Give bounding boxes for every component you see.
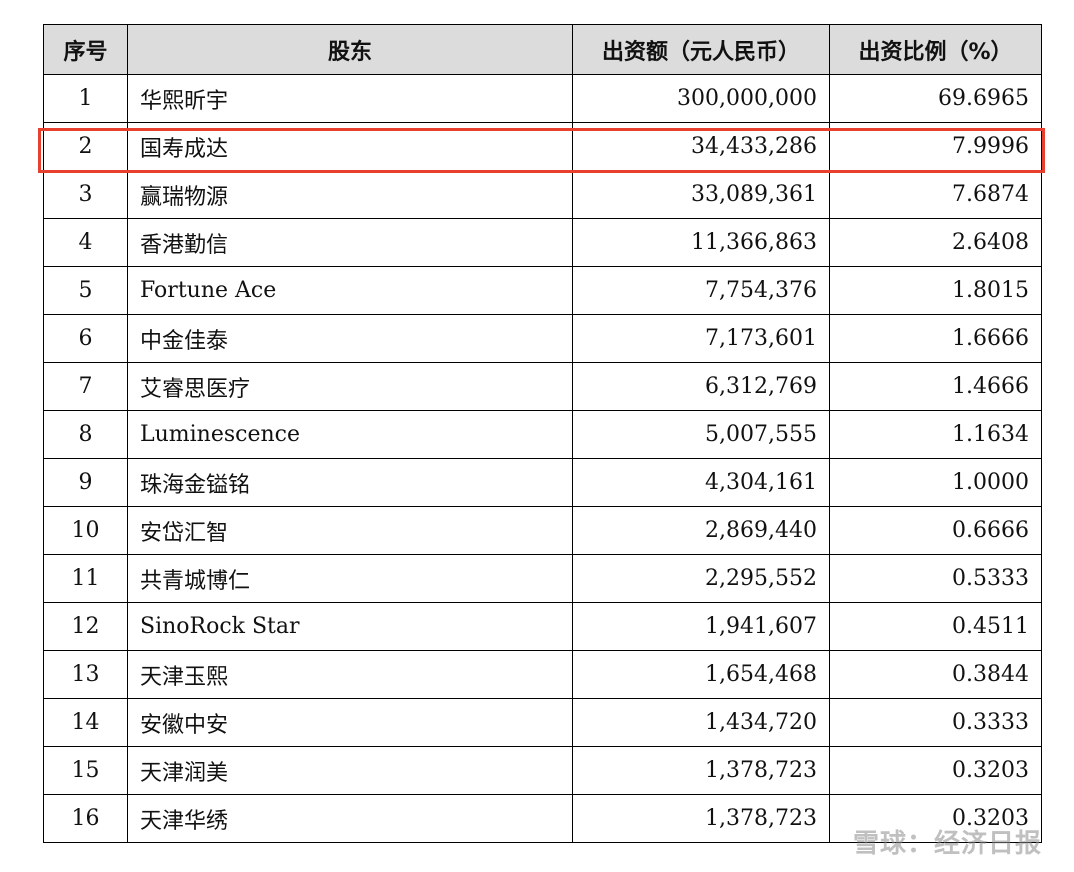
header-capital: 出资额（元人民币） — [572, 24, 830, 75]
table-row: 5 Fortune Ace 7,754,376 1.8015 — [43, 266, 1042, 315]
row-capital: 300,000,000 — [572, 74, 830, 123]
row-index: 5 — [43, 266, 128, 315]
row-index: 4 — [43, 218, 128, 267]
row-shareholder: 共青城博仁 — [127, 554, 573, 603]
header-ratio: 出资比例（%） — [829, 24, 1042, 75]
row-shareholder: Fortune Ace — [127, 266, 573, 315]
row-ratio: 1.0000 — [829, 458, 1042, 507]
row-shareholder: 天津华绣 — [127, 794, 573, 843]
row-capital: 11,366,863 — [572, 218, 830, 267]
row-ratio: 0.3333 — [829, 698, 1042, 747]
row-capital: 5,007,555 — [572, 410, 830, 459]
row-shareholder: Luminescence — [127, 410, 573, 459]
row-index: 11 — [43, 554, 128, 603]
table-row: 12 SinoRock Star 1,941,607 0.4511 — [43, 602, 1042, 651]
row-index: 13 — [43, 650, 128, 699]
row-ratio: 1.1634 — [829, 410, 1042, 459]
row-capital: 7,173,601 — [572, 314, 830, 363]
row-capital: 34,433,286 — [572, 122, 830, 171]
row-ratio: 2.6408 — [829, 218, 1042, 267]
row-shareholder: 赢瑞物源 — [127, 170, 573, 219]
table-row: 6 中金佳泰 7,173,601 1.6666 — [43, 314, 1042, 363]
header-shareholder: 股东 — [127, 24, 573, 75]
table-row: 1 华熙昕宇 300,000,000 69.6965 — [43, 74, 1042, 123]
row-shareholder: SinoRock Star — [127, 602, 573, 651]
row-capital: 1,434,720 — [572, 698, 830, 747]
row-ratio: 1.6666 — [829, 314, 1042, 363]
row-shareholder: 国寿成达 — [127, 122, 573, 171]
row-capital: 7,754,376 — [572, 266, 830, 315]
row-capital: 1,378,723 — [572, 794, 830, 843]
table-row: 4 香港勤信 11,366,863 2.6408 — [43, 218, 1042, 267]
table-row: 7 艾睿思医疗 6,312,769 1.4666 — [43, 362, 1042, 411]
row-ratio: 69.6965 — [829, 74, 1042, 123]
row-ratio: 7.9996 — [829, 122, 1042, 171]
row-index: 3 — [43, 170, 128, 219]
row-ratio: 0.3203 — [829, 746, 1042, 795]
row-capital: 1,941,607 — [572, 602, 830, 651]
row-shareholder: 华熙昕宇 — [127, 74, 573, 123]
table-row: 2 国寿成达 34,433,286 7.9996 — [43, 122, 1042, 171]
row-capital: 33,089,361 — [572, 170, 830, 219]
row-index: 9 — [43, 458, 128, 507]
row-shareholder: 安岱汇智 — [127, 506, 573, 555]
row-ratio: 7.6874 — [829, 170, 1042, 219]
row-index: 15 — [43, 746, 128, 795]
row-capital: 2,869,440 — [572, 506, 830, 555]
table-row: 9 珠海金镒铭 4,304,161 1.0000 — [43, 458, 1042, 507]
row-capital: 4,304,161 — [572, 458, 830, 507]
row-capital: 2,295,552 — [572, 554, 830, 603]
row-index: 12 — [43, 602, 128, 651]
row-shareholder: 天津润美 — [127, 746, 573, 795]
row-shareholder: 香港勤信 — [127, 218, 573, 267]
row-ratio: 0.3844 — [829, 650, 1042, 699]
row-capital: 6,312,769 — [572, 362, 830, 411]
row-index: 6 — [43, 314, 128, 363]
table-header-row: 序号 股东 出资额（元人民币） 出资比例（%） — [43, 24, 1042, 75]
row-ratio: 1.4666 — [829, 362, 1042, 411]
row-index: 1 — [43, 74, 128, 123]
row-index: 7 — [43, 362, 128, 411]
table-row: 11 共青城博仁 2,295,552 0.5333 — [43, 554, 1042, 603]
row-shareholder: 安徽中安 — [127, 698, 573, 747]
row-index: 8 — [43, 410, 128, 459]
table-row: 8 Luminescence 5,007,555 1.1634 — [43, 410, 1042, 459]
table-row: 13 天津玉熙 1,654,468 0.3844 — [43, 650, 1042, 699]
row-ratio: 0.5333 — [829, 554, 1042, 603]
row-index: 16 — [43, 794, 128, 843]
row-capital: 1,654,468 — [572, 650, 830, 699]
header-index: 序号 — [43, 24, 128, 75]
row-ratio: 0.3203 — [829, 794, 1042, 843]
table-row: 14 安徽中安 1,434,720 0.3333 — [43, 698, 1042, 747]
row-ratio: 0.4511 — [829, 602, 1042, 651]
shareholder-table: 序号 股东 出资额（元人民币） 出资比例（%） 1 华熙昕宇 300,000,000… — [43, 24, 1042, 843]
watermark: 雪球：经济日报 — [852, 829, 1042, 859]
table-row: 15 天津润美 1,378,723 0.3203 — [43, 746, 1042, 795]
row-shareholder: 珠海金镒铭 — [127, 458, 573, 507]
table-row: 16 天津华绣 1,378,723 0.3203 — [43, 794, 1042, 843]
table-row: 3 赢瑞物源 33,089,361 7.6874 — [43, 170, 1042, 219]
row-index: 14 — [43, 698, 128, 747]
row-shareholder: 艾睿思医疗 — [127, 362, 573, 411]
row-ratio: 0.6666 — [829, 506, 1042, 555]
row-capital: 1,378,723 — [572, 746, 830, 795]
table-row: 10 安岱汇智 2,869,440 0.6666 — [43, 506, 1042, 555]
row-shareholder: 中金佳泰 — [127, 314, 573, 363]
row-ratio: 1.8015 — [829, 266, 1042, 315]
row-shareholder: 天津玉熙 — [127, 650, 573, 699]
table-body: 1 华熙昕宇 300,000,000 69.6965 2 国寿成达 34,433,286 7.… — [43, 74, 1042, 843]
row-index: 2 — [43, 122, 128, 171]
row-index: 10 — [43, 506, 128, 555]
